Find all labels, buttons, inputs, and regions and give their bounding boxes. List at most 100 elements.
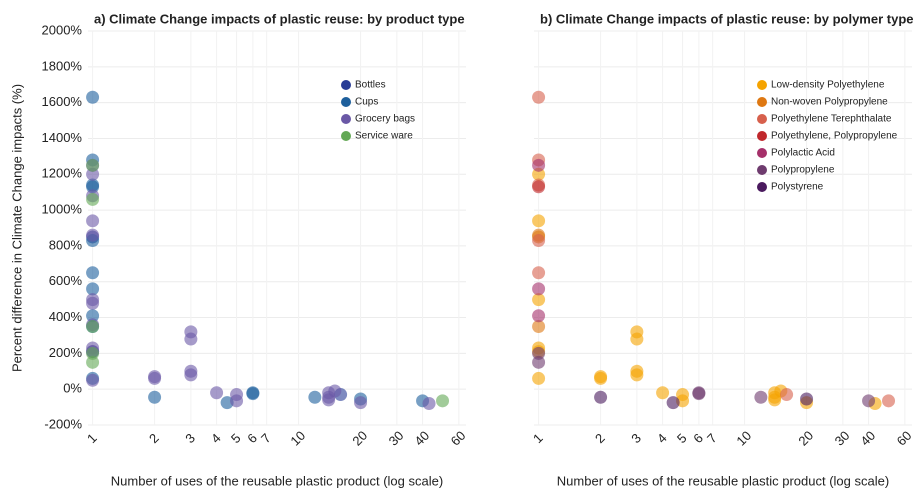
point [86,346,100,360]
point [184,332,198,346]
x-tick-label: 6 [690,430,706,446]
point [532,180,546,194]
y-tick-label: 800% [49,237,83,252]
point [666,396,680,410]
x-tick-label: 30 [832,428,853,449]
point [354,396,368,410]
legend-label: Polystyrene [771,182,824,193]
x-tick-label: 5 [228,430,244,446]
y-tick-label: -200% [44,416,82,431]
point [532,371,546,385]
x-tick-label: 1 [530,430,546,446]
point [532,293,546,307]
x-tick-label: 40 [411,428,432,449]
y-tick-label: 1000% [42,202,83,217]
x-tick-label: 3 [628,430,644,446]
point [86,296,100,310]
x-tick-label: 4 [208,430,224,446]
x-tick-label: 1 [84,430,100,446]
x-tick-label: 3 [182,430,198,446]
point [328,384,342,398]
point [230,394,244,408]
y-tick-label: 200% [49,345,83,360]
x-tick-label: 20 [795,428,816,449]
y-tick-label: 1600% [42,94,83,109]
legend-label: Cups [355,97,378,108]
chart-title: b) Climate Change impacts of plastic reu… [540,11,913,26]
legend-swatch [757,114,767,124]
legend-label: Polypropylene [771,165,835,176]
x-tick-label: 7 [258,430,274,446]
x-tick-label: 60 [894,428,914,449]
point [86,228,100,242]
point [86,180,100,194]
point [656,386,670,400]
point [86,158,100,172]
point [86,90,100,104]
chart-title: a) Climate Change impacts of plastic reu… [94,11,465,26]
legend-swatch [757,80,767,90]
y-tick-label: 1800% [42,58,83,73]
point [754,390,768,404]
x-tick-label: 10 [287,428,308,449]
point [246,387,260,401]
x-tick-label: 6 [244,430,260,446]
x-tick-label: 30 [386,428,407,449]
legend-swatch [341,114,351,124]
legend-swatch [341,131,351,141]
y-tick-label: 400% [49,309,83,324]
point [532,167,546,181]
legend-swatch [757,182,767,192]
legend-swatch [341,97,351,107]
point [86,355,100,369]
x-tick-label: 20 [349,428,370,449]
x-tick-label: 2 [592,430,608,446]
x-tick-label: 10 [733,428,754,449]
legend-swatch [757,97,767,107]
x-axis-label: Number of uses of the reusable plastic p… [111,473,443,488]
point [532,346,546,360]
point [148,390,162,404]
point [532,320,546,333]
legend-swatch [757,148,767,158]
point [86,373,100,387]
x-tick-label: 4 [654,430,670,446]
legend-label: Polylactic Acid [771,148,835,159]
point [86,309,100,323]
point [532,158,546,172]
legend-label: Polyethylene, Polypropylene [771,131,898,142]
point [532,282,546,296]
point [630,332,644,346]
point [86,214,100,228]
point [532,355,546,369]
point [86,167,100,181]
point [532,90,546,104]
legend-swatch [757,165,767,175]
point [594,390,608,404]
legend-label: Bottles [355,80,386,91]
point [882,394,896,408]
point [436,394,450,408]
legend-label: Service ware [355,131,413,142]
point [532,266,546,280]
legend-label: Low-density Polyethylene [771,80,885,91]
x-tick-label: 7 [704,430,720,446]
point [308,390,322,404]
point [86,282,100,296]
x-tick-label: 5 [674,430,690,446]
point [532,309,546,323]
x-axis-label: Number of uses of the reusable plastic p… [557,473,889,488]
legend-label: Polyethylene Terephthalate [771,114,892,125]
x-tick-label: 40 [857,428,878,449]
point [86,192,100,206]
point [86,266,100,280]
point [692,387,706,401]
point [422,397,436,411]
legend-swatch [757,131,767,141]
x-tick-label: 2 [146,430,162,446]
point [86,320,100,333]
point [862,394,876,408]
point [210,386,224,400]
point [184,368,198,382]
